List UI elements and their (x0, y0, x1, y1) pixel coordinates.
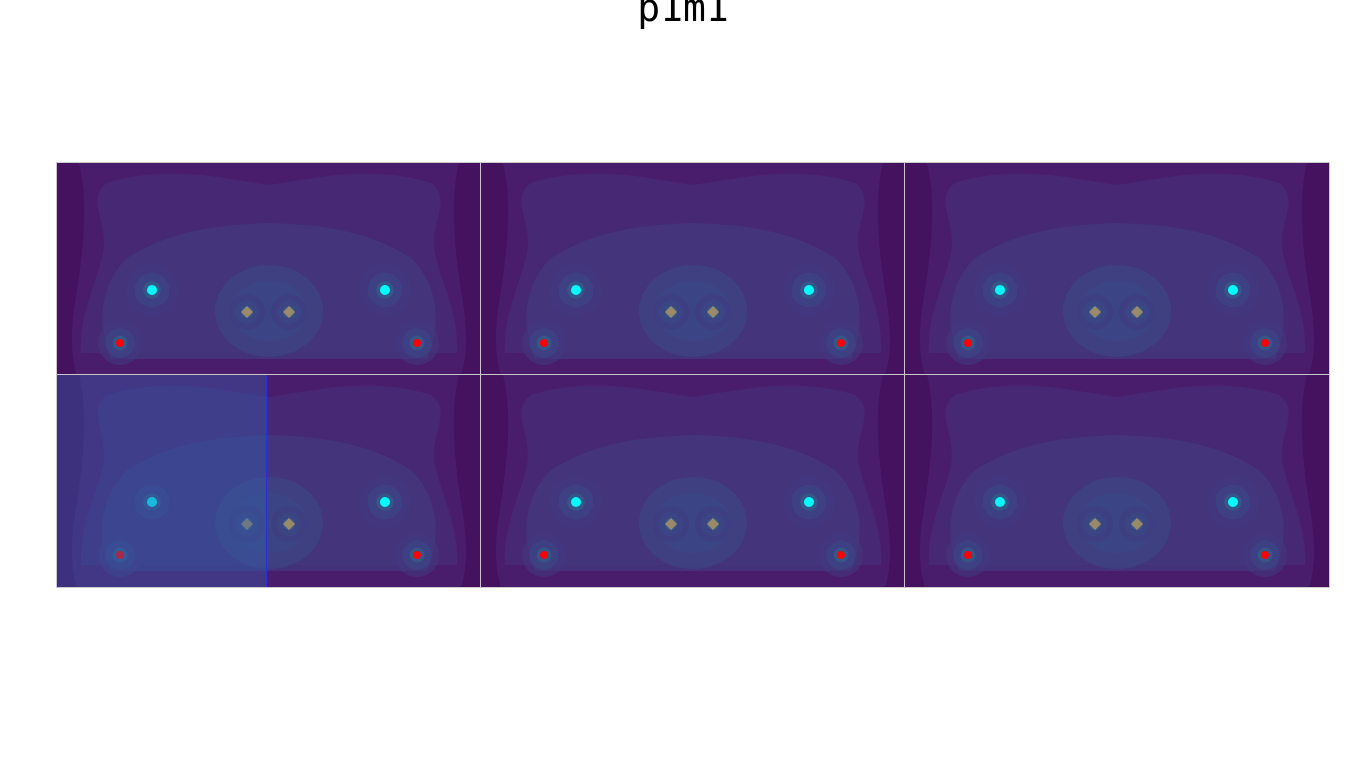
contour-field (905, 163, 1329, 375)
red-point (837, 339, 845, 347)
red-point (413, 339, 421, 347)
red-point (540, 339, 548, 347)
red-point (1261, 551, 1269, 559)
panel-r1c2[interactable] (480, 162, 906, 376)
contour-field (481, 163, 905, 375)
red-point (116, 551, 124, 559)
cyan-point (995, 285, 1005, 295)
center-marker (665, 306, 677, 318)
red-point (1261, 339, 1269, 347)
panel-r1c3[interactable] (904, 162, 1330, 376)
red-point (837, 551, 845, 559)
center-marker (1089, 518, 1101, 530)
center-marker (283, 306, 295, 318)
center-marker (241, 518, 253, 530)
red-point (540, 551, 548, 559)
center-marker (1089, 306, 1101, 318)
cyan-point (380, 285, 390, 295)
cyan-point (147, 285, 157, 295)
red-point (964, 551, 972, 559)
cyan-point (1228, 285, 1238, 295)
panel-r2c3[interactable] (904, 374, 1330, 588)
cyan-point (804, 497, 814, 507)
panel-grid (56, 162, 1330, 588)
center-marker (283, 518, 295, 530)
cyan-point (995, 497, 1005, 507)
center-marker (1131, 518, 1143, 530)
contour-field (481, 375, 905, 587)
cyan-point (571, 285, 581, 295)
center-marker (1131, 306, 1143, 318)
center-marker (707, 518, 719, 530)
panel-r2c1[interactable] (56, 374, 482, 588)
panel-r2c2[interactable] (480, 374, 906, 588)
cyan-point (380, 497, 390, 507)
contour-field (905, 375, 1329, 587)
contour-field (57, 375, 481, 587)
cyan-point (571, 497, 581, 507)
cyan-point (1228, 497, 1238, 507)
cyan-point (147, 497, 157, 507)
red-point (964, 339, 972, 347)
contour-field (57, 163, 481, 375)
center-marker (707, 306, 719, 318)
red-point (413, 551, 421, 559)
cyan-point (804, 285, 814, 295)
panel-r1c1[interactable] (56, 162, 482, 376)
figure-title: p1m1 (637, 0, 729, 30)
red-point (116, 339, 124, 347)
center-marker (665, 518, 677, 530)
center-marker (241, 306, 253, 318)
